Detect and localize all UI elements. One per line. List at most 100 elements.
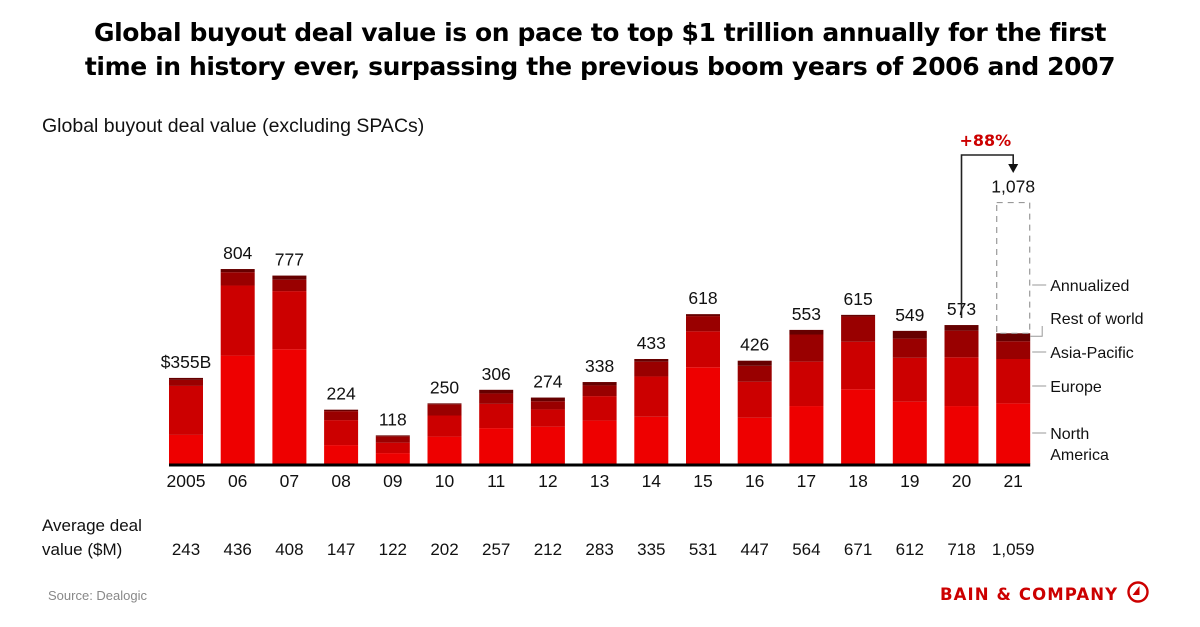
avg-deal-value: 564 <box>792 540 820 559</box>
x-tick-label: 16 <box>745 471 764 491</box>
bar-segment-rest-of-world <box>944 325 979 331</box>
total-value-label: 615 <box>843 289 872 309</box>
avg-deal-value: 147 <box>327 540 355 559</box>
total-value-label: 618 <box>688 288 717 308</box>
bar-segment-north-america <box>220 355 255 464</box>
x-tick-label: 10 <box>435 471 455 491</box>
title-line-1: Global buyout deal value is on pace to t… <box>93 18 1107 47</box>
total-value-label: $355B <box>161 352 212 372</box>
total-value-label: 433 <box>637 333 666 353</box>
total-value-label: 338 <box>585 356 614 376</box>
bar-segment-rest-of-world <box>686 314 720 317</box>
legend-rest-of-world-label: Rest of world <box>1050 311 1143 328</box>
bar-segment-rest-of-world <box>169 377 203 380</box>
total-value-label: 1,078 <box>991 177 1035 197</box>
avg-deal-value: 283 <box>585 540 613 559</box>
bar-segment-rest-of-world <box>272 275 307 280</box>
bar-segment-north-america <box>272 349 307 464</box>
avg-deal-value: 531 <box>689 540 717 559</box>
avg-deal-value: 1,059 <box>992 540 1035 559</box>
bar-segment-europe <box>375 442 410 454</box>
x-tick-label: 21 <box>1003 471 1022 491</box>
total-value-label: 274 <box>533 372 562 392</box>
x-tick-label: 19 <box>900 471 919 491</box>
title-line-2: time in history ever, surpassing the pre… <box>84 52 1116 81</box>
bar-segment-europe <box>944 357 979 407</box>
bar-segment-north-america <box>737 417 772 464</box>
bar-segment-north-america <box>427 436 462 464</box>
chart-subtitle: Global buyout deal value (excluding SPAC… <box>42 115 425 137</box>
legend-rest-of-world-leader <box>1030 326 1043 337</box>
bar-segment-europe <box>841 341 876 390</box>
x-tick-label: 08 <box>331 471 350 491</box>
bar-segment-north-america <box>841 389 876 464</box>
bar-segment-asia-pacific <box>634 361 669 377</box>
avg-deal-value: 212 <box>534 540 562 559</box>
bar-segment-north-america <box>686 367 720 464</box>
x-tick-label: 07 <box>280 471 299 491</box>
legend-north-america-label: North <box>1050 426 1089 443</box>
avg-deal-value: 408 <box>275 540 303 559</box>
bar-segment-asia-pacific <box>892 338 927 358</box>
bar-segment-rest-of-world <box>737 360 772 366</box>
avg-deal-value: 718 <box>947 540 975 559</box>
x-tick-label: 13 <box>590 471 609 491</box>
avg-deal-label-line-2: value ($M) <box>42 540 123 559</box>
bar-segment-rest-of-world <box>841 314 876 317</box>
source-note: Source: Dealogic <box>48 588 147 603</box>
bar-segment-north-america <box>479 428 514 464</box>
bar-segment-rest-of-world <box>996 333 1031 342</box>
growth-annotation: +88% <box>959 131 1011 150</box>
bar-segment-europe <box>479 403 514 429</box>
avg-deal-value: 335 <box>637 540 665 559</box>
x-tick-label: 2005 <box>167 471 206 491</box>
chart-title: Global buyout deal value is on pace to t… <box>0 16 1200 84</box>
avg-deal-label-line-1: Average deal <box>42 516 142 535</box>
bar-segment-asia-pacific <box>841 316 876 342</box>
avg-deal-value: 243 <box>172 540 200 559</box>
total-value-label: 804 <box>223 243 252 263</box>
bar-segment-north-america <box>996 403 1031 464</box>
bar-segment-rest-of-world <box>530 397 565 402</box>
bar-segment-europe <box>169 385 203 435</box>
legend-north-america-label-line-2: America <box>1050 447 1109 464</box>
total-value-label: 306 <box>482 364 511 384</box>
bar-segment-north-america <box>634 416 669 464</box>
total-value-label: 777 <box>275 250 304 270</box>
bar-segment-europe <box>324 420 359 446</box>
annualized-bar-outline <box>996 201 1031 334</box>
bar-segment-north-america <box>169 434 203 464</box>
total-value-label: 118 <box>379 409 407 429</box>
total-value-label: 549 <box>895 305 924 325</box>
logo-clock-icon <box>1126 580 1150 609</box>
bain-logo: BAIN & COMPANY <box>940 580 1150 609</box>
bar-segment-europe <box>272 291 307 350</box>
bar-segment-north-america <box>530 426 565 464</box>
bar-segment-north-america <box>944 406 979 464</box>
total-value-label: 553 <box>792 304 821 324</box>
bar-segment-rest-of-world <box>427 403 462 405</box>
total-value-label: 250 <box>430 377 459 397</box>
total-value-label: 224 <box>326 384 355 404</box>
bar-segment-asia-pacific <box>789 334 824 362</box>
growth-bracket-line <box>960 154 1015 318</box>
avg-deal-value: 436 <box>224 540 252 559</box>
bar-segment-north-america <box>582 420 617 464</box>
avg-deal-value: 447 <box>741 540 769 559</box>
bar-segment-rest-of-world <box>634 358 669 362</box>
arrow-down-icon <box>1008 164 1019 173</box>
bar-segment-rest-of-world <box>324 409 359 412</box>
bar-segment-rest-of-world <box>892 330 927 339</box>
avg-deal-value: 202 <box>430 540 458 559</box>
bar-segment-europe <box>686 331 720 368</box>
bar-segment-asia-pacific <box>737 365 772 382</box>
bar-segment-asia-pacific <box>479 393 514 404</box>
x-tick-label: 11 <box>487 471 505 491</box>
bar-segment-europe <box>427 415 462 437</box>
bar-segment-asia-pacific <box>169 379 203 386</box>
bar-segment-europe <box>789 361 824 407</box>
bar-segment-rest-of-world <box>789 329 824 335</box>
x-tick-label: 20 <box>952 471 972 491</box>
bar-segment-asia-pacific <box>686 316 720 332</box>
